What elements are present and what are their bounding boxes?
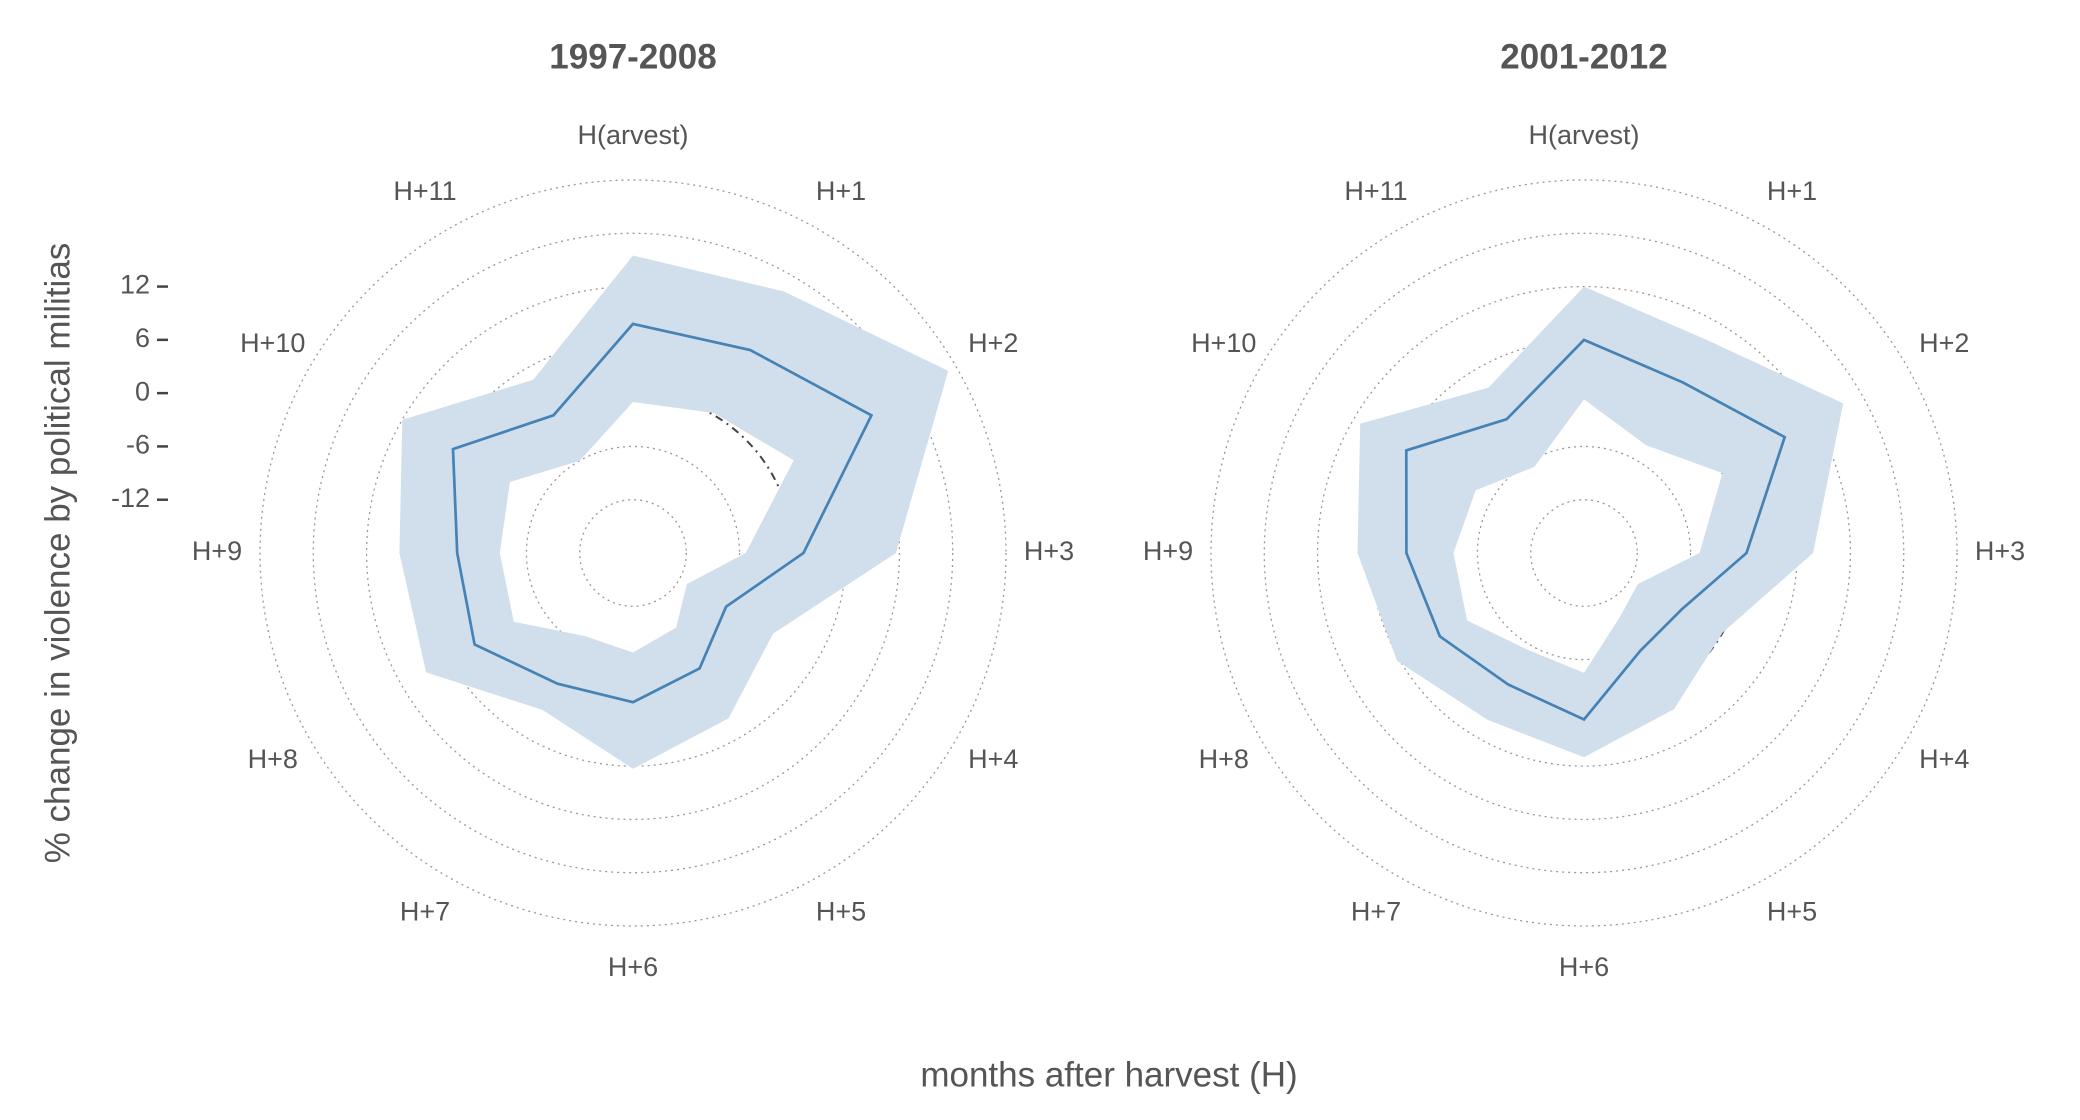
line — [451, 322, 874, 704]
grid-circle — [579, 499, 687, 607]
angle-label: H+6 — [608, 952, 658, 982]
x-axis-label: months after harvest (H) — [920, 1055, 1297, 1094]
angle-label: H+7 — [400, 896, 450, 926]
panel-title: 1997-2008 — [549, 37, 716, 76]
panel-title: 2001-2012 — [1500, 37, 1667, 76]
angle-label: H+6 — [1559, 952, 1609, 982]
angle-label: H+4 — [968, 744, 1018, 774]
angle-label: H+1 — [816, 176, 866, 206]
angle-label: H+2 — [968, 328, 1018, 358]
angle-label: H+8 — [248, 744, 298, 774]
grid-circle — [259, 179, 1007, 927]
grid-circle — [1530, 499, 1638, 607]
grid-circle — [1263, 232, 1905, 874]
y-tick-label: -6 — [126, 430, 150, 460]
y-tick-label: -12 — [111, 483, 150, 513]
y-axis-label: % change in violence by political militi… — [38, 243, 77, 864]
angle-label: H(arvest) — [1528, 120, 1639, 150]
angle-label: H+3 — [1975, 536, 2025, 566]
grid-circle — [312, 232, 954, 874]
angle-label: H+2 — [1919, 328, 1969, 358]
y-tick-label: 6 — [135, 323, 150, 353]
angle-label: H+10 — [240, 328, 305, 358]
confidence-band — [1357, 286, 1844, 758]
angle-label: H+3 — [1024, 536, 1074, 566]
angle-label: H+7 — [1351, 896, 1401, 926]
angle-label: H+11 — [1344, 176, 1407, 206]
angle-label: H(arvest) — [577, 120, 688, 150]
grid-circle — [1210, 179, 1958, 927]
angle-label: H+8 — [1199, 744, 1249, 774]
angle-label: H+4 — [1919, 744, 1969, 774]
angle-label: H+9 — [1143, 536, 1193, 566]
angle-label: H+11 — [393, 176, 456, 206]
grid-circle — [1316, 285, 1852, 821]
angle-label: H+5 — [1767, 896, 1817, 926]
y-tick-label: 12 — [120, 270, 150, 300]
angle-label: H+9 — [192, 536, 242, 566]
angle-label: H+10 — [1191, 328, 1256, 358]
line — [1404, 338, 1787, 722]
y-tick-label: 0 — [135, 376, 150, 406]
grid-circle — [1476, 445, 1692, 661]
grid-circle — [525, 445, 741, 661]
angle-label: H+5 — [816, 896, 866, 926]
angle-label: H+1 — [1767, 176, 1817, 206]
